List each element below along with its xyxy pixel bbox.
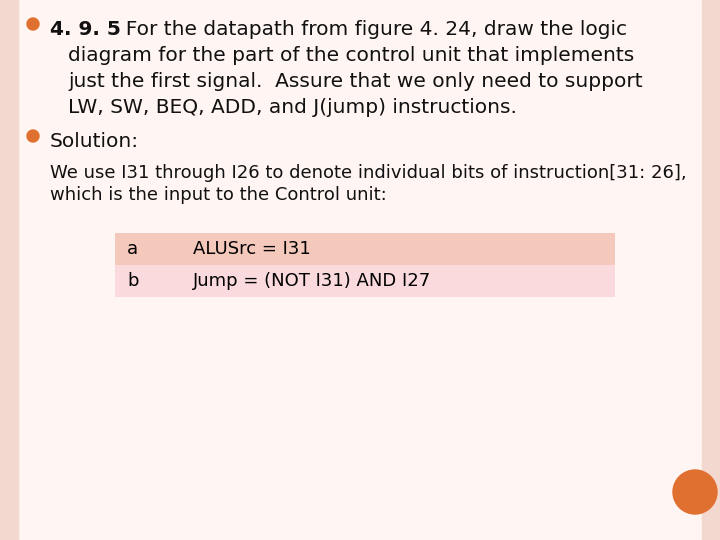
Bar (115, 233, 615, 265)
Text: ALUSrc = I31: ALUSrc = I31 (193, 240, 311, 258)
Circle shape (27, 18, 39, 30)
Text: diagram for the part of the control unit that implements: diagram for the part of the control unit… (68, 46, 634, 65)
Text: which is the input to the Control unit:: which is the input to the Control unit: (50, 186, 387, 204)
Text: Jump = (NOT I31) AND I27: Jump = (NOT I31) AND I27 (193, 272, 431, 290)
Text: We use I31 through I26 to denote individual bits of instruction[31: 26],: We use I31 through I26 to denote individ… (50, 164, 687, 182)
Text: Solution:: Solution: (50, 132, 139, 151)
Text: For the datapath from figure 4. 24, draw the logic: For the datapath from figure 4. 24, draw… (113, 20, 627, 39)
Text: LW, SW, BEQ, ADD, and J(jump) instructions.: LW, SW, BEQ, ADD, and J(jump) instructio… (68, 98, 517, 117)
Bar (702, 0, 720, 540)
Text: 4. 9. 5: 4. 9. 5 (50, 20, 121, 39)
Text: b: b (127, 272, 138, 290)
Circle shape (27, 130, 39, 142)
Bar (115, 265, 615, 297)
Bar (0, 0, 18, 540)
Circle shape (673, 470, 717, 514)
Text: just the first signal.  Assure that we only need to support: just the first signal. Assure that we on… (68, 72, 643, 91)
Text: a: a (127, 240, 138, 258)
